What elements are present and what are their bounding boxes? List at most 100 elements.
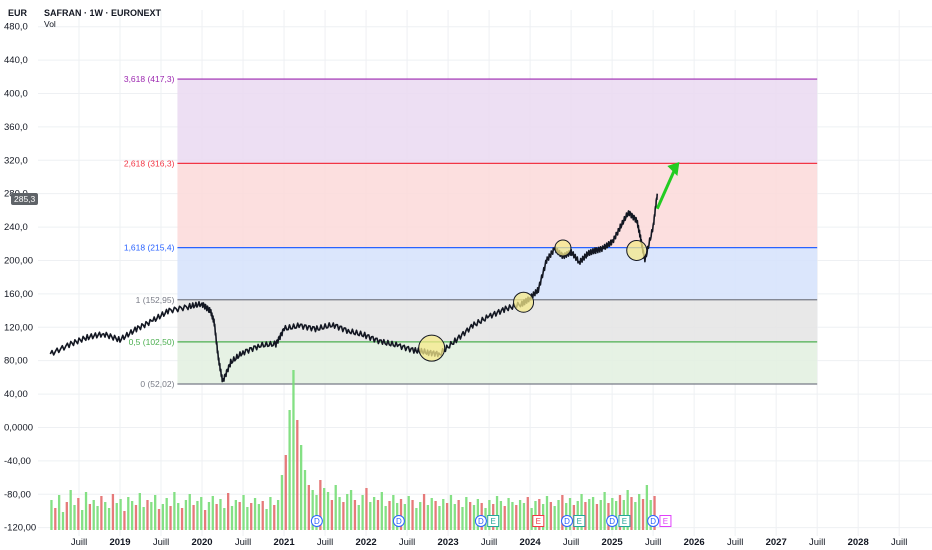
volume-bar (269, 497, 272, 530)
volume-bar (580, 494, 583, 530)
volume-bar (315, 495, 318, 530)
volume-bar (361, 495, 364, 530)
fib-level-label: 1 (152,95) (136, 295, 175, 305)
fib-zone (177, 79, 818, 164)
volume-bar (415, 508, 418, 530)
volume-bar (203, 510, 207, 530)
y-tick-label: -80,00 (4, 489, 31, 500)
x-tick-label: Juill (153, 537, 169, 548)
event-marker-label: D (314, 517, 320, 526)
event-marker-label: E (536, 517, 541, 526)
volume-bar (419, 502, 422, 530)
earnings-marker (659, 515, 672, 527)
fib-level-label: 1,618 (215,4) (124, 243, 175, 253)
fib-level-label: 0,5 (102,50) (129, 337, 175, 347)
event-marker-label: E (663, 517, 668, 526)
x-tick-label: Juill (809, 537, 825, 548)
volume-bar (296, 420, 299, 530)
volume-bar (349, 490, 353, 530)
x-tick-label: Juill (71, 537, 87, 548)
volume-bar (130, 501, 134, 530)
volume-bar (476, 499, 479, 530)
x-tick-label: 2025 (602, 537, 624, 548)
y-tick-label: 360,0 (4, 122, 28, 133)
volume-bar (65, 502, 68, 530)
volume-bar (557, 500, 560, 530)
volume-bar (434, 501, 437, 530)
volume-bar (649, 500, 652, 530)
volume-bar (445, 503, 449, 530)
volume-bars (50, 370, 656, 530)
price-axis[interactable]: 480,0440,0400,0360,0320,0280,0240,0200,0… (4, 22, 36, 534)
y-tick-label: 120,00 (4, 322, 33, 333)
volume-bar (192, 505, 195, 530)
volume-bar (154, 495, 157, 530)
volume-bar (146, 500, 149, 530)
volume-bar (342, 502, 345, 530)
volume-bar (522, 503, 526, 530)
volume-bar (81, 510, 84, 530)
time-axis[interactable]: Juill 2019 Juill 2020 Juill 2021 Juill 2022 Juil… (71, 537, 908, 548)
volume-bar (223, 508, 226, 530)
volume-bar (449, 495, 453, 530)
y-tick-label: 80,00 (4, 356, 28, 367)
event-marker-label: D (478, 517, 484, 526)
y-tick-label: 240,0 (4, 222, 28, 233)
x-tick-label: 2024 (520, 537, 542, 548)
volume-bar (177, 503, 180, 530)
volume-bar (119, 499, 122, 530)
y-tick-label: -40,00 (4, 456, 31, 467)
volume-bar (372, 497, 376, 530)
dividend-marker (606, 515, 619, 527)
volume-bar (323, 488, 326, 530)
event-marker-label: E (491, 517, 496, 526)
volume-bar (645, 485, 649, 530)
fib-level-label: 0 (52,02) (140, 379, 174, 389)
volume-bar (399, 499, 403, 530)
y-tick-label: 160,00 (4, 289, 33, 300)
x-tick-label: Juill (645, 537, 661, 548)
currency-label: EUR (8, 8, 28, 18)
volume-bar (307, 485, 310, 530)
volume-bar (238, 502, 241, 530)
x-tick-label: Juill (727, 537, 743, 548)
fibonacci-extension[interactable]: 0 (52,02) 0,5 (102,50) 1 (152,95) 1,618 (21… (124, 74, 818, 389)
volume-bar (138, 493, 141, 530)
volume-bar (357, 505, 360, 530)
x-tick-label: 2022 (356, 537, 377, 548)
volume-bar (261, 501, 264, 530)
volume-bar (618, 495, 622, 530)
volume-bar (180, 508, 184, 530)
volume-bar (284, 455, 287, 530)
event-marker-label: E (577, 517, 582, 526)
fib-zone (177, 299, 818, 342)
volume-bar (188, 494, 191, 530)
y-tick-label: 0,0000 (4, 422, 33, 433)
volume-bar (157, 509, 161, 530)
volume-bar (591, 497, 595, 530)
volume-bar (526, 497, 529, 530)
volume-bar (299, 445, 303, 530)
volume-bar (115, 503, 118, 530)
fib-zone (177, 341, 818, 385)
volume-bar (411, 500, 414, 530)
volume-bar (376, 500, 380, 530)
volume-bar (384, 506, 387, 530)
volume-bar (196, 501, 199, 530)
volume-bar (515, 505, 518, 530)
volume-bar (104, 502, 107, 530)
highlight-markers[interactable] (418, 161, 680, 362)
volume-bar (111, 494, 115, 530)
volume-bar (319, 480, 322, 530)
event-marker-label: E (622, 517, 627, 526)
y-tick-label: 400,0 (4, 88, 28, 99)
volume-bar (442, 499, 445, 530)
earnings-marker (573, 515, 586, 527)
volume-bar (638, 494, 641, 530)
x-tick-label: Juill (563, 537, 579, 548)
volume-bar (584, 502, 587, 530)
volume-bar (392, 495, 395, 530)
projection-arrow-head (667, 161, 680, 176)
